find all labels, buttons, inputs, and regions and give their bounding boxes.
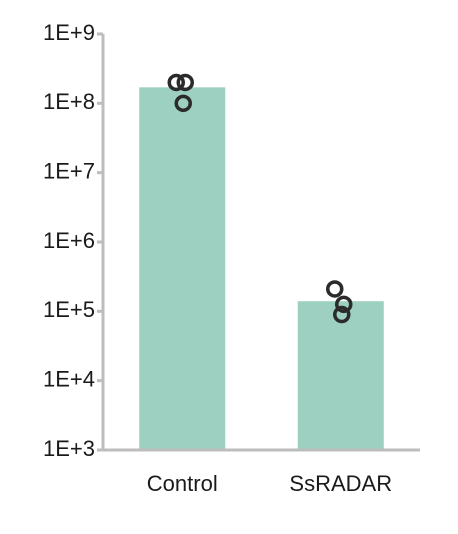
y-tick-label: 1E+9: [43, 20, 95, 45]
data-point: [174, 94, 192, 113]
y-tick-label: 1E+7: [43, 158, 95, 183]
data-point: [176, 73, 194, 92]
y-tick-label: 1E+6: [43, 228, 95, 253]
data-point: [167, 73, 185, 92]
x-tick-label: SsRADAR: [289, 471, 392, 496]
y-tick-label: 1E+3: [43, 436, 95, 461]
bar: [139, 87, 226, 451]
y-tick-label: 1E+5: [43, 297, 95, 322]
x-tick-label: Control: [147, 471, 218, 496]
data-point: [335, 295, 353, 314]
bar: [297, 301, 384, 450]
y-tick-label: 1E+8: [43, 89, 95, 114]
data-point: [326, 280, 344, 298]
y-tick-label: 1E+4: [43, 366, 95, 391]
data-point: [333, 305, 351, 324]
